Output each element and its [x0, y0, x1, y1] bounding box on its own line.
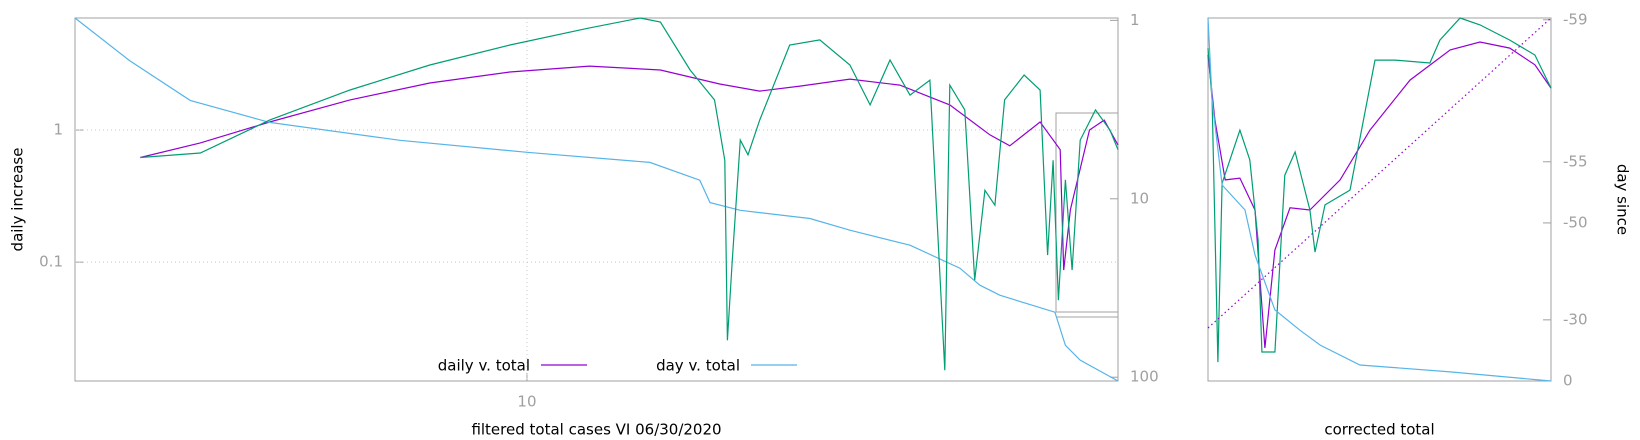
x-axis-label: filtered total cases VI 06/30/2020 [471, 421, 721, 439]
y-tick-label: 1 [53, 121, 63, 139]
series-line [1207, 17, 1552, 363]
y-tick-label: 0.1 [39, 253, 63, 271]
y2-tick-label: 100 [1130, 368, 1159, 386]
legend-label: day v. total [656, 357, 740, 375]
plot-frame [74, 17, 1119, 382]
y2-tick-label: -59 [1563, 10, 1588, 28]
y2-tick-label: -55 [1563, 152, 1588, 170]
y-axis-label: daily increase [9, 148, 27, 252]
y2-tick-label: -50 [1563, 213, 1588, 231]
series-line [1207, 17, 1552, 329]
y2-tick-label: 10 [1130, 189, 1149, 207]
x-axis-label: corrected total [1324, 421, 1434, 439]
y2-tick-label: -30 [1563, 310, 1588, 328]
series-line [140, 65, 1119, 271]
y2-tick-label: 1 [1130, 11, 1140, 29]
plot-frame [1207, 17, 1552, 382]
series-line [140, 17, 1119, 371]
legend-label: daily v. total [438, 357, 530, 375]
x-tick-label: 10 [517, 393, 536, 411]
y2-tick-label: 0 [1563, 372, 1573, 390]
series-line [1207, 17, 1552, 382]
series-line [74, 17, 1119, 382]
y2-axis-label: day since [1614, 164, 1632, 235]
